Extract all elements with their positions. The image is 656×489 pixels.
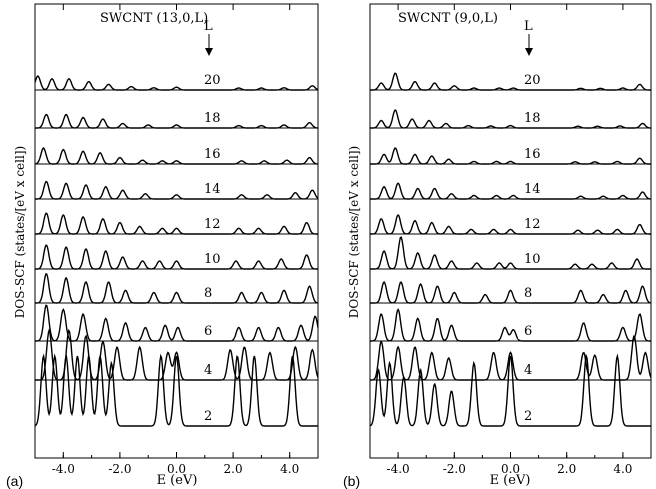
x-axis-label-b: E (eV) — [490, 473, 531, 488]
curve-label-bg-L10 — [198, 250, 224, 267]
dos-curve-L8 — [370, 280, 652, 304]
curve-label-L18: 18 — [204, 111, 221, 126]
curve-label-bg-L8 — [518, 284, 544, 301]
ticks-b: -4.0 -2.0 0.0 2.0 4.0 — [369, 4, 652, 476]
panel-b-letter: (b) — [343, 473, 360, 489]
curve-label-bg-L8 — [198, 284, 224, 301]
curve-label-L20: 20 — [524, 73, 541, 88]
dos-curve-L20 — [34, 75, 319, 91]
dos-curve-L10 — [35, 244, 318, 270]
dos-curve-L6 — [35, 304, 319, 342]
dos-curve-L16 — [370, 147, 651, 165]
x-tick-label-b-0: -4.0 — [387, 462, 410, 476]
curve-label-L4: 4 — [524, 363, 532, 378]
dos-curve-L14 — [35, 180, 319, 200]
curve-label-bg-L2 — [518, 407, 544, 424]
curve-label-L2: 2 — [524, 409, 532, 424]
dos-curve-L18 — [35, 113, 319, 129]
curve-label-L16: 16 — [204, 147, 221, 162]
curves-b: 2 4 6 8 10 12 14 16 18 20 — [369, 71, 652, 427]
dos-curve-L20 — [370, 72, 651, 91]
curve-label-L10: 10 — [524, 252, 541, 267]
curve-label-bg-L14 — [518, 180, 544, 197]
curve-label-bg-L2 — [198, 407, 224, 424]
curve-label-L6: 6 — [524, 324, 532, 339]
y-axis-label-a: DOS-SCF (states/[eV x cell]) — [13, 146, 27, 318]
x-tick-label-b-4: 4.0 — [613, 462, 632, 476]
dos-curve-L10 — [370, 236, 651, 270]
dos-curve-L18 — [370, 109, 651, 129]
curve-label-bg-L20 — [518, 71, 544, 88]
dos-curve-L2 — [369, 353, 651, 427]
panel-a-title: SWCNT (13,0,L) — [100, 11, 208, 26]
curve-label-bg-L6 — [518, 322, 544, 339]
curve-label-L14: 14 — [524, 182, 541, 197]
x-tick-label-a-2: 0.0 — [167, 462, 186, 476]
x-axis-label-a: E (eV) — [157, 473, 198, 488]
y-axis-label-b: DOS-SCF (states/[eV x cell]) — [347, 146, 361, 318]
panel-b: SWCNT (9,0,L) L (b) E (eV) 2 4 6 8 10 12 14 16 1… — [343, 3, 652, 489]
x-tick-label-b-3: 2.0 — [557, 462, 576, 476]
curve-label-L20: 20 — [204, 73, 221, 88]
panel-b-title: SWCNT (9,0,L) — [398, 11, 498, 26]
curve-label-bg-L4 — [518, 361, 544, 378]
dos-curve-L12 — [370, 213, 651, 235]
curve-label-bg-L14 — [198, 180, 224, 197]
curve-label-L12: 12 — [524, 217, 541, 232]
curve-label-bg-L16 — [198, 145, 224, 162]
dos-curve-L8 — [35, 272, 319, 304]
dos-curve-L4 — [35, 328, 319, 381]
curve-label-L6: 6 — [204, 324, 212, 339]
curve-label-bg-L10 — [518, 250, 544, 267]
curve-label-bg-L18 — [518, 109, 544, 126]
curve-label-L12: 12 — [204, 217, 221, 232]
curve-label-L2: 2 — [204, 409, 212, 424]
dos-curve-L4 — [370, 335, 652, 381]
curve-label-L8: 8 — [524, 286, 532, 301]
curve-label-bg-L12 — [198, 215, 224, 232]
curve-label-bg-L20 — [198, 71, 224, 88]
panel-b-column-header: L — [524, 19, 533, 34]
x-tick-label-a-0: -4.0 — [52, 462, 75, 476]
x-tick-label-a-1: -2.0 — [108, 462, 131, 476]
x-tick-label-a-3: 2.0 — [224, 462, 243, 476]
curve-label-bg-L4 — [198, 361, 224, 378]
panel-a-column-header: L — [204, 19, 213, 34]
curve-label-bg-L16 — [518, 145, 544, 162]
curve-label-L18: 18 — [524, 111, 541, 126]
panel-a-letter: (a) — [6, 473, 23, 489]
curve-label-bg-L18 — [198, 109, 224, 126]
curve-label-L4: 4 — [204, 363, 212, 378]
panel-a: SWCNT (13,0,L) L (a) E (eV) 2 4 6 8 10 12 14 16… — [6, 3, 319, 489]
curve-label-bg-L12 — [518, 215, 544, 232]
dos-curve-L6 — [370, 308, 651, 342]
curve-label-L8: 8 — [204, 286, 212, 301]
dos-curve-L16 — [34, 147, 319, 165]
x-tick-label-b-2: 0.0 — [501, 462, 520, 476]
x-tick-label-a-4: 4.0 — [280, 462, 299, 476]
panel-b-arrow-icon — [525, 34, 533, 56]
curve-label-bg-L6 — [198, 322, 224, 339]
dos-curve-L2 — [34, 353, 318, 427]
dos-curve-L14 — [370, 182, 652, 200]
curve-label-L16: 16 — [524, 147, 541, 162]
curve-label-L10: 10 — [204, 252, 221, 267]
plot-frame-a — [34, 3, 319, 459]
ticks-a: -4.0 -2.0 0.0 2.0 4.0 — [34, 4, 319, 476]
curves-a: 2 4 6 8 10 12 14 16 18 20 — [34, 71, 319, 427]
panel-a-arrow-icon — [205, 34, 213, 56]
dos-curve-L12 — [35, 212, 318, 235]
plot-frame-b — [369, 3, 652, 459]
curve-label-L14: 14 — [204, 182, 221, 197]
x-tick-label-b-1: -2.0 — [443, 462, 466, 476]
